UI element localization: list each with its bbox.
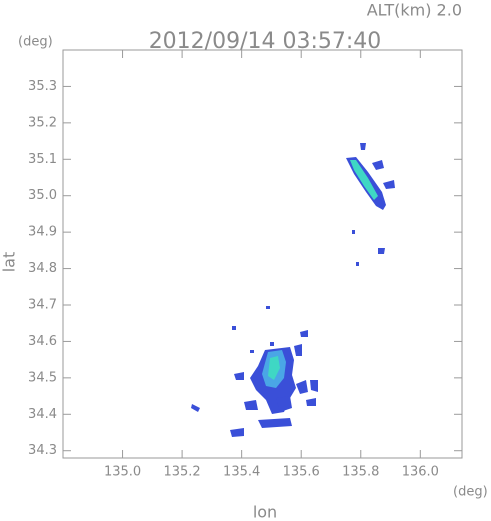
y-axis-label: lat — [0, 252, 19, 273]
x-tick-label: 135.6 — [283, 465, 320, 480]
y-tick-label: 35.1 — [28, 152, 57, 167]
radar-echoes — [191, 143, 395, 437]
x-tick-label: 135.4 — [223, 465, 260, 480]
x-axis-label: lon — [253, 503, 277, 521]
x-tick-label: 135.2 — [163, 465, 200, 480]
plot-frame — [62, 49, 463, 459]
y-tick-label: 35.0 — [28, 188, 57, 203]
y-tick-label: 34.7 — [28, 298, 57, 313]
x-tick-label: 135.0 — [104, 465, 141, 480]
x-tick-label: 135.8 — [342, 465, 379, 480]
y-tick-label: 34.4 — [28, 407, 57, 422]
y-tick-label: 34.3 — [28, 443, 57, 458]
x-tick-label: 136.0 — [402, 465, 439, 480]
y-tick-label: 35.3 — [28, 79, 57, 94]
y-tick-label: 34.8 — [28, 261, 57, 276]
y-tick-label: 34.6 — [28, 334, 57, 349]
y-tick-label: 35.2 — [28, 115, 57, 130]
y-tick-label: 34.9 — [28, 225, 57, 240]
altitude-label: ALT(km) 2.0 — [367, 1, 462, 20]
y-tick-label: 34.5 — [28, 370, 57, 385]
x-unit: (deg) — [453, 485, 488, 500]
y-unit: (deg) — [18, 35, 53, 50]
